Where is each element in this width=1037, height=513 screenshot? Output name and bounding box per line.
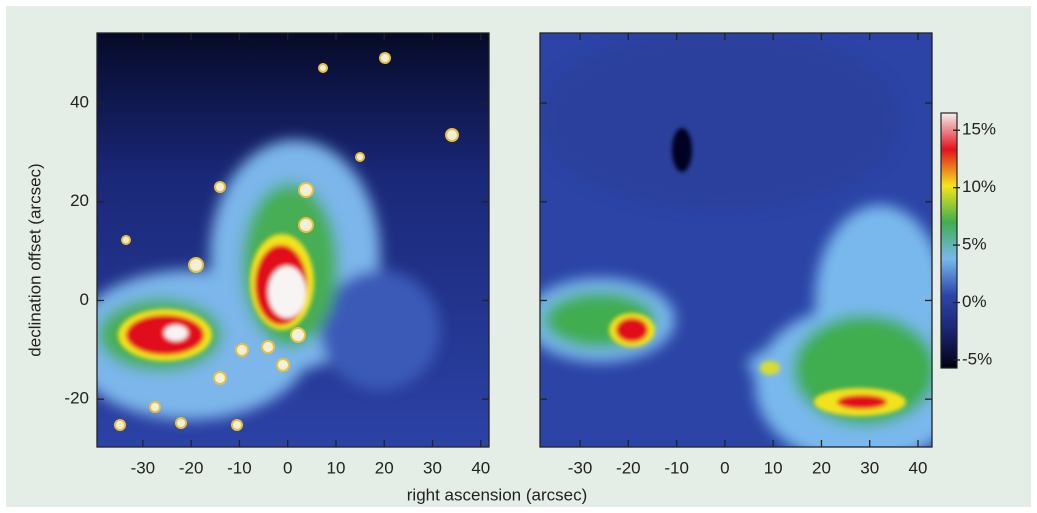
x-axis-label: right ascension (arcsec) bbox=[407, 485, 587, 504]
y-tick-label: 20 bbox=[70, 191, 89, 210]
x-tick-label: -10 bbox=[664, 458, 689, 477]
left-image bbox=[70, 33, 489, 447]
x-tick-label: 40 bbox=[909, 458, 928, 477]
colorbar-tick-label: 0% bbox=[962, 292, 987, 311]
colorbar bbox=[941, 113, 957, 368]
x-tick-label: 0 bbox=[283, 458, 292, 477]
colorbar-tick-label: 15% bbox=[962, 120, 996, 139]
x-tick-label: -30 bbox=[131, 458, 156, 477]
x-tick-label: -20 bbox=[616, 458, 641, 477]
x-tick-label: 10 bbox=[764, 458, 783, 477]
x-tick-label: -30 bbox=[568, 458, 593, 477]
x-tick-label: -10 bbox=[227, 458, 252, 477]
x-tick-label: 0 bbox=[720, 458, 729, 477]
x-tick-label: 20 bbox=[375, 458, 394, 477]
y-tick-label: -20 bbox=[64, 389, 89, 408]
x-tick-label: 10 bbox=[327, 458, 346, 477]
colorbar-tick-label: 10% bbox=[962, 177, 996, 196]
colorbar-tick-label: 5% bbox=[962, 235, 987, 254]
x-tick-label: 30 bbox=[423, 458, 442, 477]
x-tick-label: 40 bbox=[471, 458, 490, 477]
y-tick-label: 40 bbox=[70, 93, 89, 112]
y-axis-label: declination offset (arcsec) bbox=[25, 163, 44, 356]
figure: declination offset (arcsec) right ascens… bbox=[0, 0, 1037, 513]
colorbar-tick-label: -5% bbox=[962, 349, 992, 368]
x-tick-label: 20 bbox=[812, 458, 831, 477]
right-image bbox=[525, 30, 965, 465]
x-tick-label: -20 bbox=[179, 458, 204, 477]
y-tick-label: 0 bbox=[80, 290, 89, 309]
x-tick-label: 30 bbox=[860, 458, 879, 477]
